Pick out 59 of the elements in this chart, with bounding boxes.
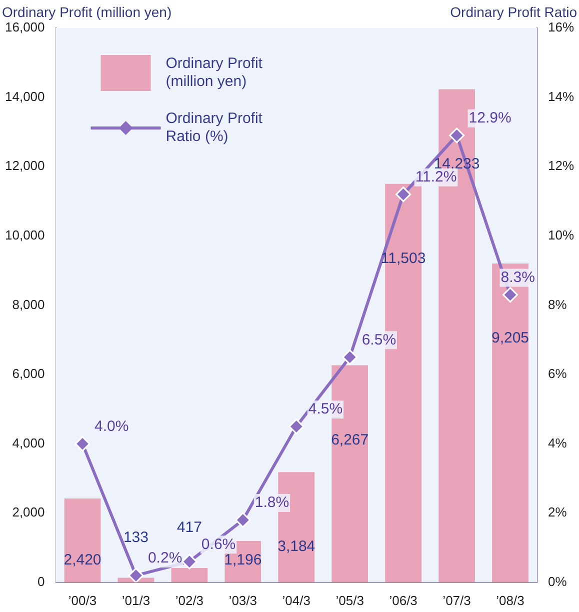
point — [342, 349, 358, 365]
y2-tick-label: 14% — [548, 88, 574, 104]
data-label: 1,196 — [224, 552, 262, 569]
legend-label: Ordinary Profit (million yen) — [166, 55, 264, 90]
x-tick-label: ’08/3 — [496, 592, 524, 608]
y2-tick-label: 10% — [548, 227, 574, 242]
data-label: 6.5% — [362, 331, 396, 348]
y-axis-title: Ordinary Profit (million yen) — [2, 4, 172, 20]
x-tick-label: ’05/3 — [336, 592, 364, 608]
data-label: 0.2% — [148, 550, 182, 567]
y-tick-label: 14,000 — [4, 88, 45, 104]
x-tick-label: ’01/3 — [122, 592, 150, 608]
data-label: 417 — [176, 519, 202, 536]
y-tick-label: 16,000 — [4, 20, 45, 35]
data-label: 133 — [123, 528, 148, 546]
point — [128, 568, 144, 582]
point — [396, 186, 412, 202]
x-tick-label: ’07/3 — [442, 592, 471, 608]
data-label: 4.5% — [308, 400, 343, 418]
point — [502, 287, 518, 303]
x-tick-label: ’02/3 — [175, 592, 204, 608]
y-tick-label: 4,000 — [12, 435, 45, 450]
data-label: 0.6% — [201, 536, 236, 553]
y2-tick-label: 4% — [548, 435, 568, 450]
data-label: 11.2% — [415, 168, 457, 186]
data-label: 9,205 — [491, 330, 530, 347]
y2-tick-label: 12% — [548, 158, 574, 174]
y2-axis-title: Ordinary Profit Ratio — [450, 4, 578, 20]
y-tick-label: 12,000 — [4, 158, 45, 174]
data-label: 8.3% — [500, 268, 535, 286]
legend-label: Ordinary Profit Ratio (%) — [166, 110, 264, 146]
y2-tick-label: 0% — [548, 574, 568, 589]
point — [235, 512, 251, 528]
x-tick-label: ’04/3 — [282, 592, 310, 608]
data-label: 2,420 — [64, 552, 102, 569]
y2-tick-label: 2% — [548, 504, 568, 520]
point — [74, 436, 90, 452]
x-tick-label: ’06/3 — [389, 592, 418, 608]
y-tick-label: 2,000 — [12, 504, 45, 520]
bar — [171, 568, 208, 582]
data-label: 11,503 — [380, 250, 426, 267]
x-tick-label: ’00/3 — [68, 592, 97, 608]
point — [288, 418, 304, 434]
point — [182, 554, 198, 570]
data-label: 4.0% — [94, 418, 129, 435]
y-tick-label: 8,000 — [12, 296, 45, 312]
bar — [64, 498, 101, 582]
y-tick-label: 0 — [38, 574, 45, 589]
y2-tick-label: 8% — [548, 296, 568, 312]
point — [449, 128, 465, 144]
y2-tick-label: 16% — [548, 20, 574, 35]
y-tick-label: 6,000 — [12, 366, 45, 382]
data-label: 12.9% — [468, 110, 512, 127]
y2-tick-label: 6% — [548, 366, 568, 382]
x-tick-label: ’03/3 — [228, 592, 258, 608]
data-label: 3,184 — [278, 538, 316, 556]
data-label: 6,267 — [331, 431, 369, 448]
y-tick-label: 10,000 — [4, 227, 45, 242]
data-label: 1.8% — [254, 494, 290, 512]
